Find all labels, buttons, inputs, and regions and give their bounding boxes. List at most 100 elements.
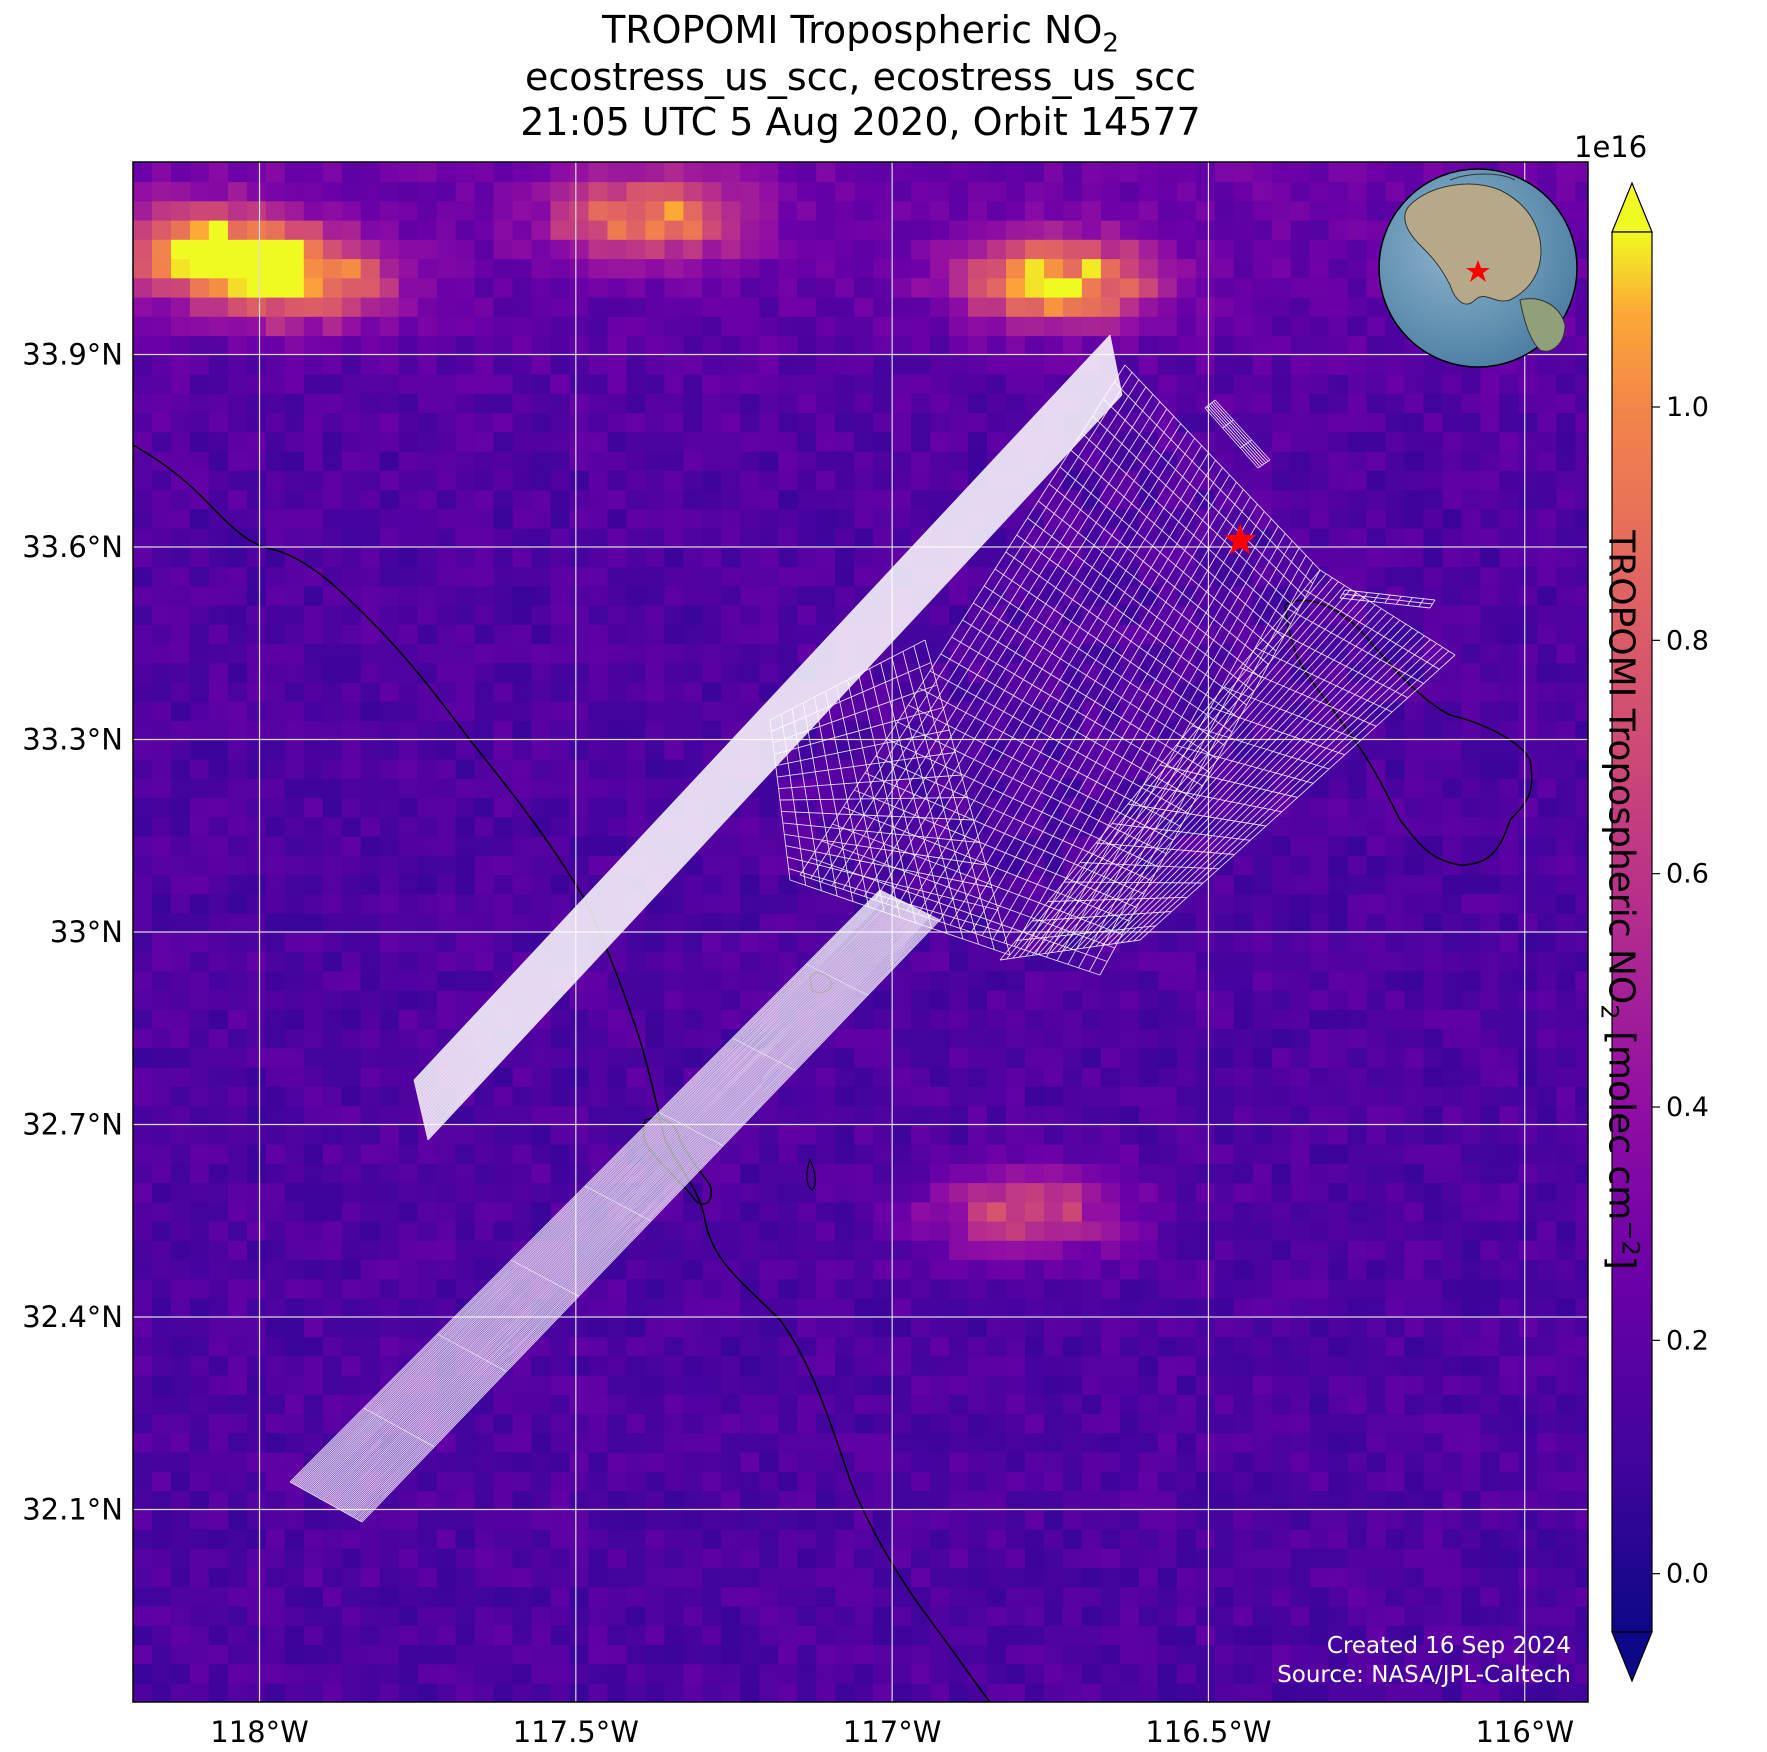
heat-cell	[246, 1009, 267, 1030]
heat-cell	[1461, 1471, 1482, 1492]
heat-cell	[455, 970, 476, 991]
heat-cell	[626, 1143, 647, 1164]
heat-cell	[759, 989, 780, 1010]
heat-cell	[1423, 778, 1444, 799]
heat-cell	[1518, 1297, 1539, 1318]
heat-cell	[531, 1355, 552, 1376]
heat-cell	[1366, 893, 1387, 914]
heat-cell	[1404, 1567, 1425, 1588]
heat-cell	[1044, 1105, 1064, 1126]
heat-cell	[1309, 1586, 1330, 1607]
heat-cell	[854, 1240, 874, 1261]
heat-cell	[1461, 912, 1482, 933]
heat-cell	[322, 1182, 343, 1203]
heat-cell	[1404, 1240, 1425, 1261]
heat-cell	[1214, 1278, 1235, 1299]
heat-cell	[1119, 1336, 1140, 1357]
heat-cell	[1328, 450, 1349, 471]
heat-cell	[189, 816, 210, 837]
heat-cell	[322, 1644, 343, 1665]
heat-cell	[1006, 1336, 1026, 1357]
heat-cell	[1062, 855, 1083, 876]
heat-cell	[284, 1028, 305, 1049]
heat-cell	[569, 1548, 590, 1569]
heat-cell	[930, 643, 950, 664]
heat-cell	[246, 681, 267, 702]
heat-cell	[171, 450, 191, 471]
heat-cell	[1309, 1182, 1330, 1203]
heat-cell	[1100, 643, 1121, 664]
heat-cell	[683, 1625, 704, 1646]
heat-cell	[171, 1374, 191, 1395]
heat-cell	[569, 989, 590, 1010]
heat-cell	[968, 951, 988, 972]
heat-cell	[1347, 758, 1368, 779]
heat-cell	[835, 450, 855, 471]
heat-cell	[1138, 1066, 1159, 1087]
heat-cell	[284, 1567, 305, 1588]
heat-cell	[1252, 1297, 1273, 1318]
heat-cell	[531, 1509, 552, 1530]
heat-cell	[1290, 989, 1311, 1010]
heat-cell	[1309, 1663, 1330, 1684]
heat-cell	[474, 912, 495, 933]
heat-cell	[1366, 1509, 1387, 1530]
heat-cell	[778, 1220, 799, 1241]
heat-cell	[1423, 470, 1444, 491]
heat-cell	[246, 547, 267, 568]
heat-cell	[1157, 1682, 1178, 1702]
heat-cell	[1366, 1682, 1387, 1702]
heat-cell	[645, 1625, 666, 1646]
heat-cell	[588, 585, 609, 606]
heat-cell	[133, 758, 153, 779]
heat-cell	[474, 1182, 495, 1203]
heat-cell	[398, 547, 419, 568]
heat-cell	[512, 1124, 533, 1145]
heat-cell	[1328, 681, 1349, 702]
heat-cell	[569, 1567, 590, 1588]
heat-cell	[1006, 874, 1026, 895]
heat-cell	[1385, 1374, 1406, 1395]
heat-cell	[436, 874, 457, 895]
heat-cell	[607, 662, 628, 683]
heat-cell	[227, 758, 248, 779]
heat-cell	[778, 489, 799, 510]
heat-cell	[322, 1066, 343, 1087]
heat-cell	[626, 1625, 647, 1646]
heat-cell	[1025, 1644, 1045, 1665]
heat-cell	[987, 1317, 1007, 1338]
heat-cell	[816, 816, 836, 837]
heat-cell	[1290, 1471, 1311, 1492]
heat-cell	[227, 1432, 248, 1453]
heat-cell	[1423, 1355, 1444, 1376]
heat-cell	[227, 1240, 248, 1261]
heat-cell	[152, 681, 172, 702]
heat-cell	[360, 912, 381, 933]
heat-cell	[588, 1432, 609, 1453]
heat-cell	[493, 1124, 514, 1145]
heat-cell	[702, 1201, 723, 1222]
heat-cell	[265, 970, 286, 991]
heat-cell	[1119, 1028, 1140, 1049]
heat-cell	[645, 1374, 666, 1395]
heat-cell	[1176, 1451, 1197, 1472]
heat-cell	[1044, 1509, 1064, 1530]
heat-cell	[1404, 624, 1425, 645]
heat-cell	[1119, 1490, 1140, 1511]
heat-cell	[987, 1047, 1007, 1068]
heat-cell	[759, 1451, 780, 1472]
heat-cell	[569, 643, 590, 664]
heat-cell	[417, 989, 438, 1010]
heat-cell	[360, 855, 381, 876]
heat-cell	[930, 470, 950, 491]
heat-cell	[171, 989, 191, 1010]
heat-cell	[1233, 1548, 1254, 1569]
heat-cell	[1157, 1336, 1178, 1357]
heat-cell	[1006, 1548, 1026, 1569]
heat-cell	[1480, 778, 1501, 799]
heat-cell	[721, 1220, 742, 1241]
heat-cell	[1044, 1278, 1064, 1299]
heat-cell	[1157, 1201, 1178, 1222]
heat-cell	[740, 624, 761, 645]
heat-cell	[1366, 1355, 1387, 1376]
